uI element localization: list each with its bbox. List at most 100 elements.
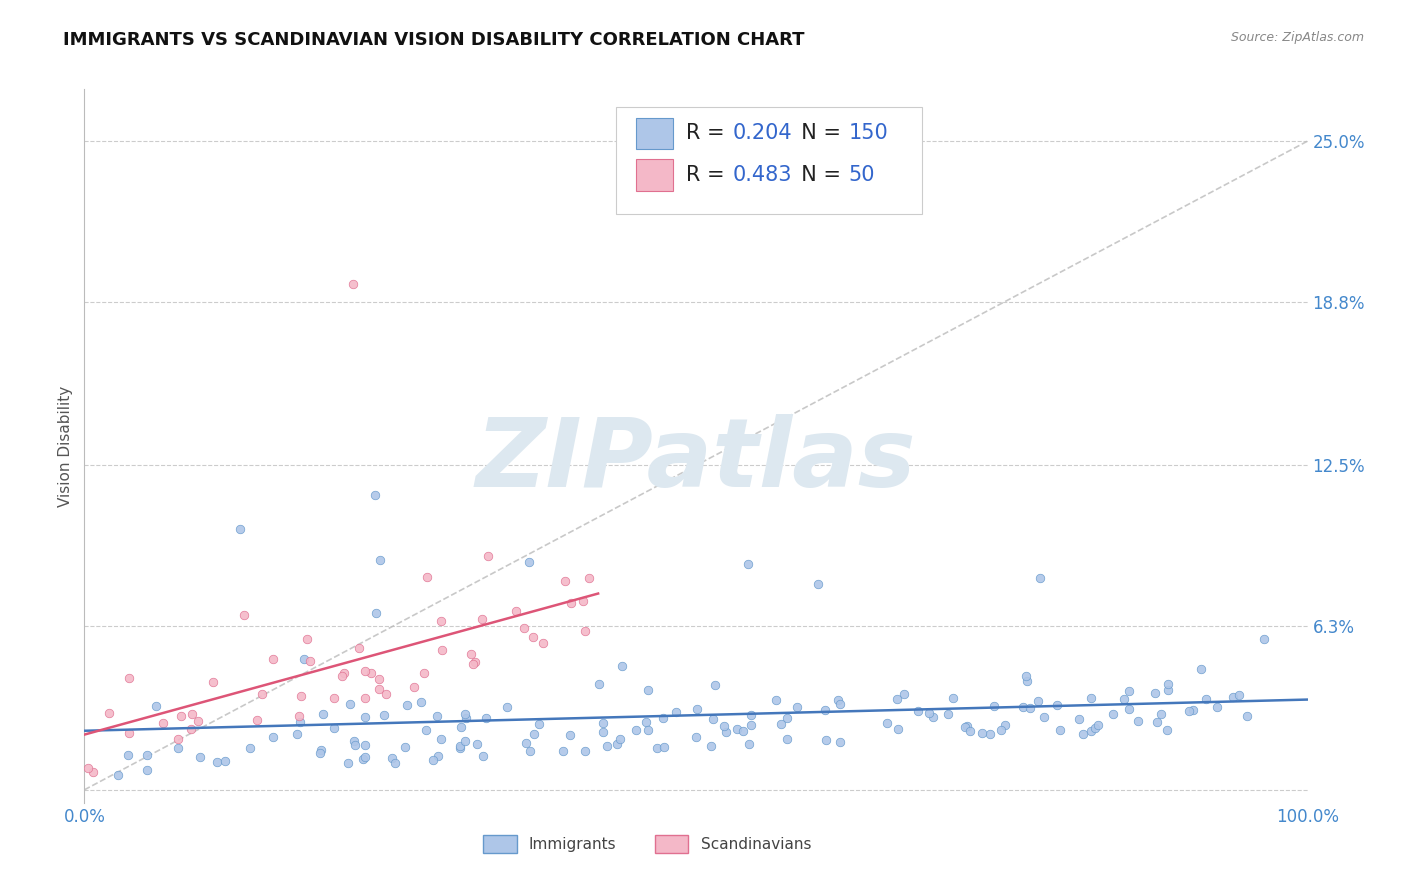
Point <box>201 675 224 690</box>
Point <box>685 730 707 744</box>
Point <box>523 727 546 741</box>
Point <box>475 711 498 725</box>
Point <box>167 731 190 746</box>
Point <box>574 624 596 639</box>
Point <box>352 752 374 766</box>
Point <box>814 703 837 717</box>
Point <box>505 604 527 618</box>
Point <box>214 754 236 768</box>
Point <box>107 768 129 782</box>
Point <box>596 739 619 753</box>
FancyBboxPatch shape <box>636 118 672 149</box>
Point <box>342 277 364 291</box>
Point <box>426 709 449 723</box>
Point <box>396 698 419 712</box>
Point <box>135 748 157 763</box>
Point <box>309 746 332 760</box>
Point <box>1177 704 1199 718</box>
Point <box>117 747 139 762</box>
Point <box>959 723 981 738</box>
Point <box>430 731 453 746</box>
Point <box>312 706 335 721</box>
Point <box>98 706 121 720</box>
Point <box>333 665 356 680</box>
Point <box>367 672 389 686</box>
Point <box>323 691 346 706</box>
Point <box>384 756 406 770</box>
Point <box>740 708 762 723</box>
Point <box>740 718 762 732</box>
Point <box>354 709 377 723</box>
Point <box>1205 700 1227 714</box>
Point <box>252 687 274 701</box>
Point <box>422 753 444 767</box>
Point <box>610 658 633 673</box>
Point <box>1015 669 1038 683</box>
Point <box>1143 686 1166 700</box>
Point <box>298 654 321 668</box>
Point <box>1146 715 1168 730</box>
Point <box>686 702 709 716</box>
Point <box>776 711 799 725</box>
Point <box>1118 701 1140 715</box>
Point <box>700 739 723 754</box>
Point <box>1032 710 1054 724</box>
Point <box>665 705 688 719</box>
Point <box>170 709 193 723</box>
Point <box>1150 707 1173 722</box>
Point <box>1126 714 1149 728</box>
Point <box>942 690 965 705</box>
Point <box>368 553 391 567</box>
Text: N =: N = <box>787 165 848 185</box>
Point <box>572 594 595 608</box>
Point <box>513 621 536 635</box>
Point <box>187 714 209 728</box>
Point <box>714 725 737 739</box>
Point <box>429 614 451 628</box>
Point <box>322 721 344 735</box>
Point <box>636 715 658 730</box>
Point <box>515 736 537 750</box>
Point <box>609 732 631 747</box>
Point <box>725 722 748 736</box>
Point <box>828 697 851 711</box>
Point <box>830 734 852 748</box>
Point <box>765 692 787 706</box>
Point <box>737 557 759 571</box>
Point <box>703 678 725 692</box>
Point <box>411 695 433 709</box>
Point <box>776 731 799 746</box>
Point <box>531 636 554 650</box>
Point <box>118 726 141 740</box>
Point <box>588 677 610 691</box>
Point <box>1046 698 1069 713</box>
Point <box>522 630 544 644</box>
Point <box>339 698 361 712</box>
Point <box>738 737 761 751</box>
Point <box>1101 706 1123 721</box>
Point <box>337 756 360 770</box>
Point <box>460 647 482 661</box>
Point <box>702 713 724 727</box>
Point <box>953 720 976 734</box>
Text: 50: 50 <box>849 165 876 185</box>
Point <box>450 739 472 753</box>
Point <box>353 690 375 705</box>
Point <box>450 720 472 734</box>
Point <box>1019 701 1042 715</box>
Point <box>876 715 898 730</box>
Point <box>1118 684 1140 698</box>
Point <box>453 734 475 748</box>
Point <box>517 555 540 569</box>
Point <box>233 607 256 622</box>
Point <box>1026 694 1049 708</box>
Point <box>181 707 204 722</box>
Point <box>152 716 174 731</box>
Point <box>402 680 425 694</box>
Point <box>354 738 377 752</box>
Point <box>1012 700 1035 714</box>
Point <box>592 725 614 739</box>
Point <box>558 728 581 742</box>
Point <box>364 606 387 620</box>
Point <box>1080 723 1102 738</box>
